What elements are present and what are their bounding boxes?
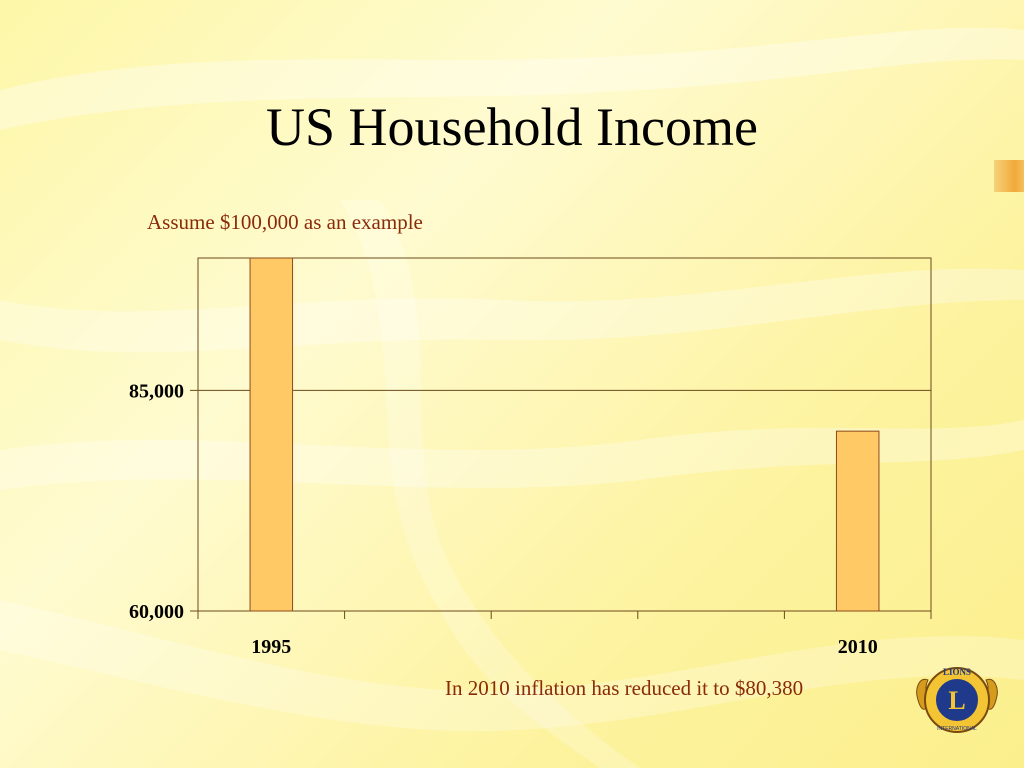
x-tick-label: 2010 (838, 636, 878, 658)
y-tick-label: 85,000 (129, 380, 184, 402)
logo-letter: L (948, 686, 965, 715)
axes (190, 389, 932, 619)
y-tick-label: 60,000 (129, 601, 184, 623)
slide-title: US Household Income (266, 97, 758, 157)
side-accent-tab (994, 160, 1024, 192)
logo-bottom-text: INTERNATIONAL (937, 726, 977, 732)
plot-area (197, 257, 932, 612)
lions-club-emblem-icon: LIONS L INTERNATIONAL (916, 667, 998, 733)
chart-footnote: In 2010 inflation has reduced it to $80,… (445, 676, 804, 700)
chart-subtitle: Assume $100,000 as an example (147, 210, 423, 234)
bar-2010 (835, 430, 880, 612)
tick-labels: 60,000 85,000 1995 2010 (129, 380, 878, 658)
logo-top-text: LIONS (943, 667, 971, 677)
bars (249, 257, 880, 612)
bar-1995 (249, 257, 294, 612)
x-tick-label: 1995 (251, 636, 291, 658)
